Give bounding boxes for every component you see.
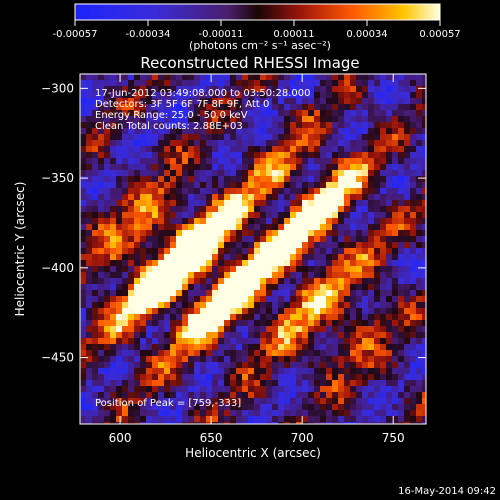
annotation-line: 17-Jun-2012 03:49:08.000 to 03:50:28.000 [95, 88, 311, 99]
x-axis-label: Heliocentric X (arcsec) [185, 446, 321, 460]
colorbar-tick-label: 0.00034 [346, 29, 387, 40]
x-tick-label: 600 [109, 431, 132, 445]
colorbar-unit-label: (photons cm⁻² s⁻¹ asec⁻²) [189, 39, 331, 52]
colorbar-tick-label: -0.00057 [53, 29, 98, 40]
axis-ticks: 600 650 700 750 −300 −350 −400 −450 [41, 74, 426, 445]
annotation-line: Clean Total counts: 2.88E+03 [95, 121, 243, 132]
colorbar [74, 3, 441, 21]
y-tick-label: −450 [41, 351, 74, 365]
x-tick-label: 650 [200, 431, 223, 445]
peak-position-label: Position of Peak = [759,-333] [95, 398, 241, 409]
y-tick-label: −400 [41, 261, 74, 275]
footer-timestamp: 16-May-2014 09:42 [398, 486, 496, 497]
x-tick-label: 700 [291, 431, 314, 445]
y-tick-label: −350 [41, 171, 74, 185]
annotation-line: Detectors: 3F 5F 6F 7F 8F 9F, Att 0 [95, 99, 269, 110]
colorbar-tick-label: -0.00011 [199, 29, 244, 40]
y-axis-label: Heliocentric Y (arcsec) [13, 182, 27, 317]
x-tick-label: 750 [382, 431, 405, 445]
colorbar-ticks: -0.00057 -0.00034 -0.00011 0.00011 0.00034 0.… [53, 20, 461, 40]
heatmap-image [80, 74, 426, 424]
colorbar-tick-label: -0.00034 [126, 29, 171, 40]
colorbar-tick-label: 0.00057 [419, 29, 460, 40]
annotation-block: 17-Jun-2012 03:49:08.000 to 03:50:28.000… [95, 88, 311, 132]
colorbar-tick-label: 0.00011 [273, 29, 314, 40]
y-tick-label: −300 [41, 81, 74, 95]
annotation-line: Energy Range: 25.0 - 50.0 keV [95, 110, 248, 121]
chart-title: Reconstructed RHESSI Image [140, 54, 359, 72]
plot-frame [79, 73, 427, 425]
